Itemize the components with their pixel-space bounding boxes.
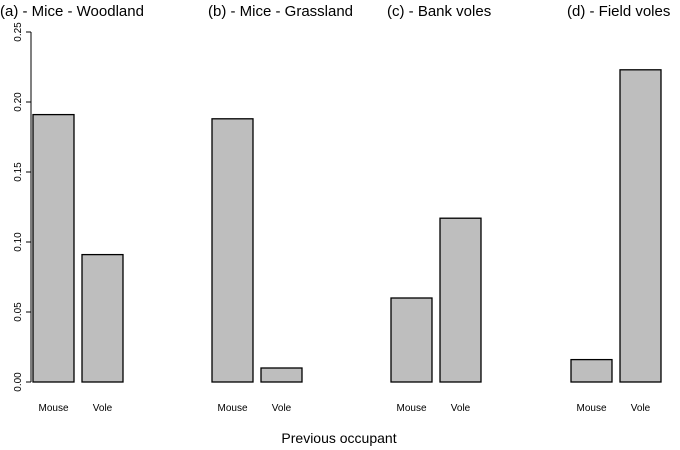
x-category-label: Vole (93, 403, 113, 414)
bar-mouse (570, 358, 613, 383)
bar-mouse (211, 118, 254, 383)
panel-title: (a) - Mice - Woodland (0, 3, 144, 20)
y-axis: 0.00 0.05 0.10 0.15 0.20 0.25 (13, 22, 32, 392)
x-category-label: Mouse (396, 403, 426, 414)
x-axis-label: Previous occupant (281, 430, 396, 446)
panel-title: (c) - Bank voles (387, 3, 491, 20)
y-tick-label: 0.00 (13, 372, 24, 392)
panel-title: (b) - Mice - Grassland (208, 3, 353, 20)
x-category-label: Vole (631, 403, 651, 414)
bar-vole (439, 217, 482, 383)
y-tick-label: 0.15 (13, 162, 24, 182)
y-tick-label: 0.05 (13, 302, 24, 322)
panel-c: (c) - Bank voles Mouse Vole (387, 3, 491, 414)
y-tick-label: 0.25 (13, 22, 24, 42)
x-category-label: Vole (451, 403, 471, 414)
x-category-label: Mouse (576, 403, 606, 414)
bar-vole (81, 253, 124, 383)
y-tick-label: 0.20 (13, 92, 24, 112)
panel-a: (a) - Mice - Woodland Mouse Vole (0, 3, 144, 414)
y-tick-label: 0.10 (13, 232, 24, 252)
bar-mouse (390, 297, 433, 383)
x-category-label: Vole (272, 403, 292, 414)
x-category-label: Mouse (38, 403, 68, 414)
bar-vole (260, 367, 303, 383)
bar-vole (619, 69, 662, 383)
x-category-label: Mouse (217, 403, 247, 414)
bar-mouse (32, 113, 75, 383)
panel-b: (b) - Mice - Grassland Mouse Vole (208, 3, 353, 414)
panel-d: (d) - Field voles Mouse Vole (567, 3, 670, 414)
panel-title: (d) - Field voles (567, 3, 670, 20)
